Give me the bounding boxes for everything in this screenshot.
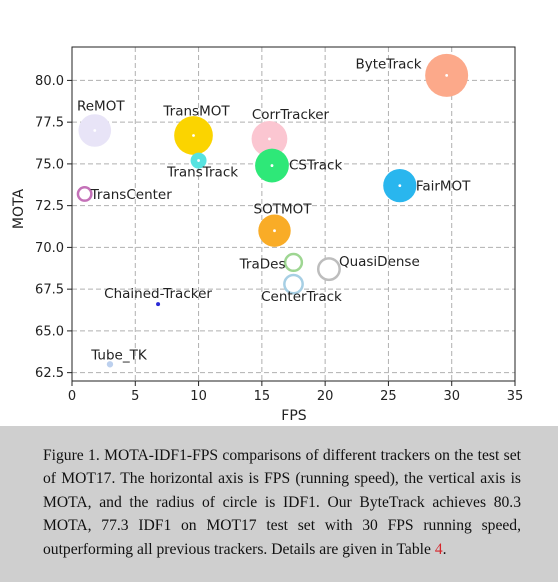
point-center-remot (93, 129, 97, 132)
data-points (76, 53, 469, 368)
point-center-fairmot (398, 184, 402, 188)
point-label-remot: ReMOT (77, 99, 125, 115)
point-label-centertrack: CenterTrack (261, 289, 342, 305)
point-quasidense (316, 257, 341, 282)
x-tick-label: 35 (507, 389, 524, 404)
figure-caption: Figure 1. MOTA-IDF1-FPS comparisons of d… (0, 426, 558, 582)
point-chained-tracker (156, 302, 161, 307)
y-tick-label: 80.0 (35, 74, 64, 89)
y-tick-label: 75.0 (35, 157, 64, 172)
point-label-trades: TraDes (239, 256, 286, 272)
point-tube-tk (106, 361, 114, 368)
y-tick-label: 65.0 (35, 324, 64, 339)
point-label-sotmot: SOTMOT (254, 202, 313, 218)
y-tick-label: 77.5 (35, 116, 64, 131)
point-label-chained-tracker: Chained-Tracker (104, 286, 212, 302)
point-center-sotmot (273, 229, 276, 233)
caption-end: . (442, 540, 447, 558)
point-label-transcenter: TransCenter (90, 187, 173, 203)
y-axis-title: MOTA (11, 189, 27, 230)
x-tick-label: 30 (443, 389, 460, 404)
point-label-bytetrack: ByteTrack (355, 56, 421, 72)
point-centertrack (283, 273, 304, 295)
y-tick-label: 62.5 (35, 366, 64, 381)
figure-area: ByteTrack ReMOT TransMOT CorrTracker TransTr… (11, 46, 524, 424)
point-label-transtrack: TransTrack (166, 165, 238, 181)
caption-body: Figure 1. MOTA-IDF1-FPS comparisons of d… (43, 447, 521, 558)
point-label-fairmot: FairMOT (416, 179, 471, 195)
x-tick-label: 0 (68, 389, 76, 404)
point-label-tube-tk: Tube_TK (90, 347, 148, 363)
plot-frame (71, 46, 516, 382)
x-tick-label: 25 (380, 389, 397, 404)
x-tick-label: 10 (190, 389, 207, 404)
point-center-transmot (192, 134, 195, 137)
point-label-transmot: TransMOT (162, 104, 230, 120)
point-transcenter (76, 186, 93, 202)
point-label-quasidense: QuasiDense (339, 254, 420, 270)
y-tick-label: 72.5 (35, 199, 64, 214)
x-tick-label: 15 (254, 389, 271, 404)
x-axis-title: FPS (281, 408, 306, 424)
table-reference-link[interactable]: 4 (434, 540, 443, 558)
axes: 0 5 10 15 20 25 30 35 62.5 65.0 67.5 70.0 72.5 75.0 77… (35, 46, 524, 404)
y-tick-label: 67.5 (35, 283, 64, 298)
scatter-chart: ByteTrack ReMOT TransMOT CorrTracker TransTr… (11, 46, 524, 424)
x-tick-label: 20 (317, 389, 334, 404)
point-center-bytetrack (445, 73, 449, 77)
point-center-transtrack (197, 159, 200, 162)
y-tick-label: 70.0 (35, 241, 64, 256)
point-trades (283, 252, 304, 273)
point-label-cstrack: CSTrack (289, 158, 343, 174)
point-center-cstrack (270, 164, 274, 167)
point-labels: ByteTrack ReMOT TransMOT CorrTracker TransTr… (77, 56, 471, 363)
point-label-corrtracker: CorrTracker (252, 107, 330, 123)
x-tick-label: 5 (131, 389, 139, 404)
point-center-corrtracker (268, 137, 271, 141)
caption-text: Figure 1. MOTA-IDF1-FPS comparisons of d… (43, 444, 521, 561)
